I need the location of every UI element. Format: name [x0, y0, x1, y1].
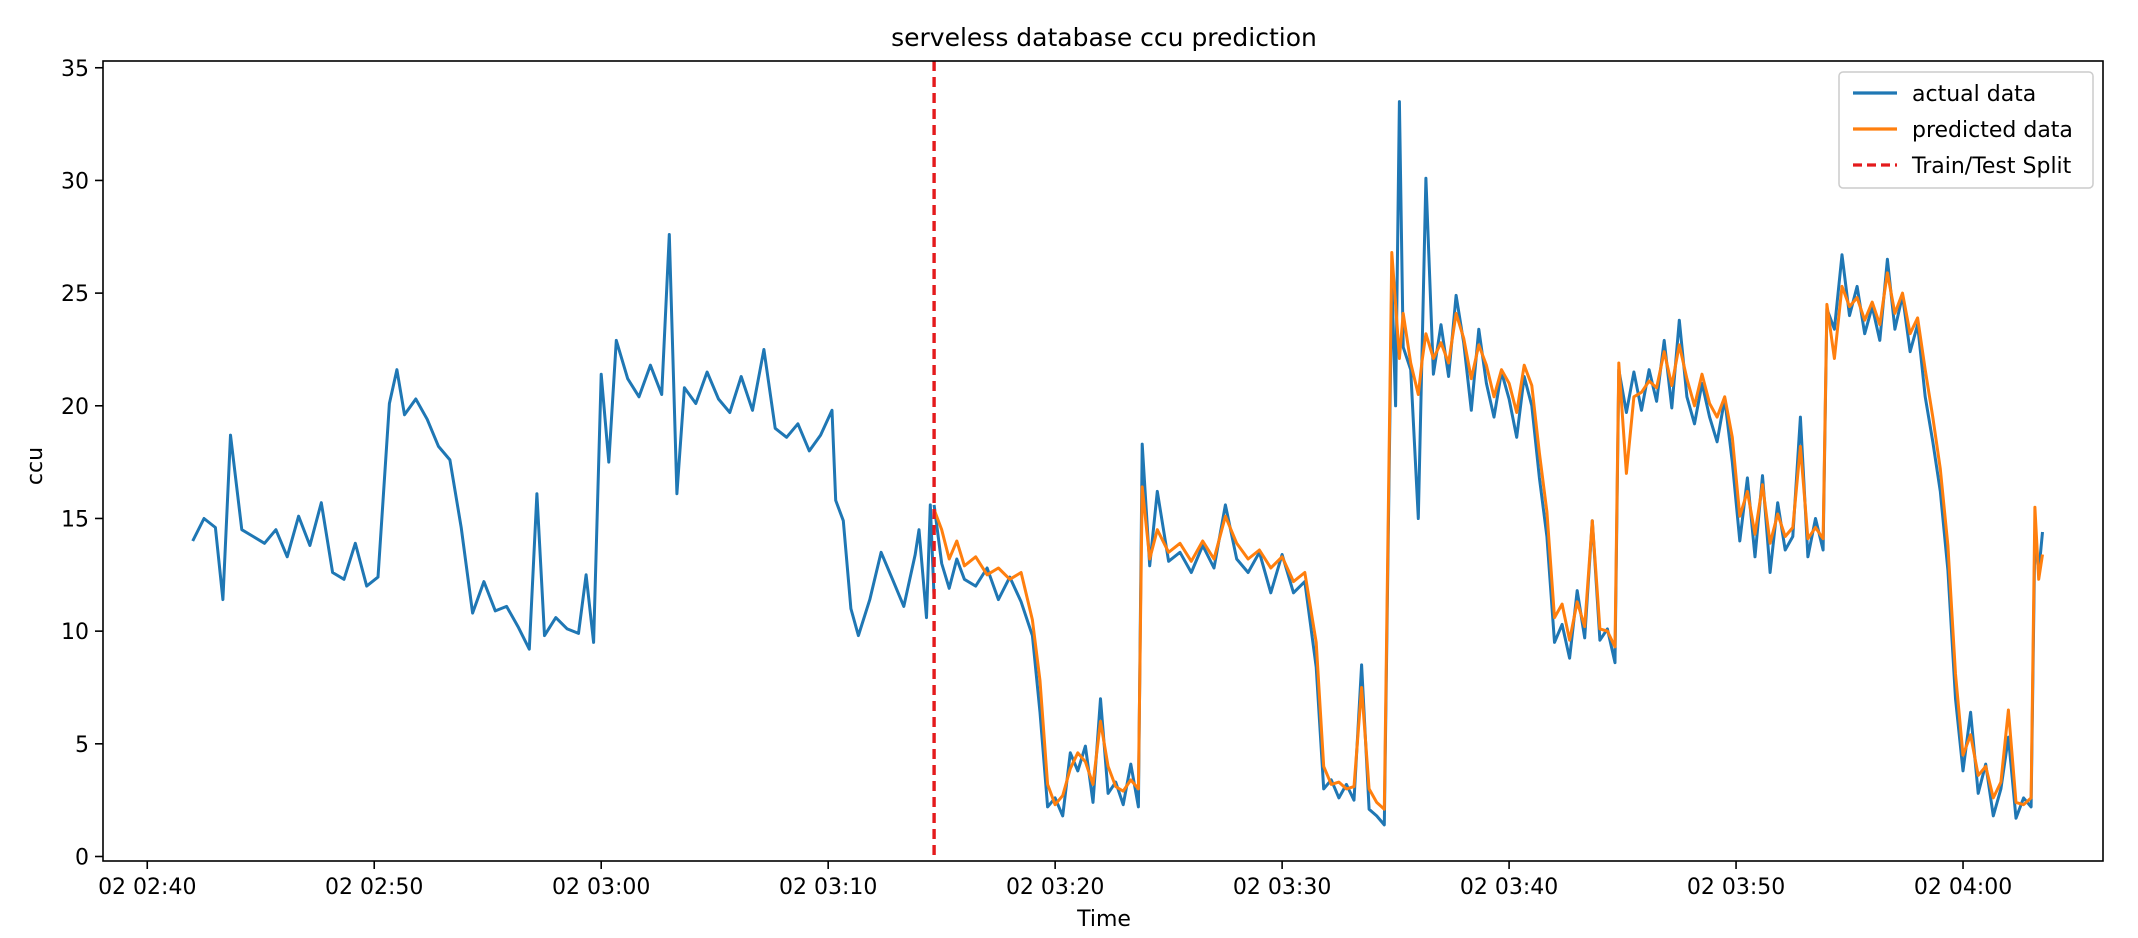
- x-axis-label: Time: [1076, 907, 1131, 932]
- series-layer: [191, 61, 2044, 861]
- x-tick-label: 02 03:50: [1687, 875, 1785, 900]
- series-line-predicted: [932, 251, 2044, 811]
- y-tick-label: 0: [75, 845, 89, 870]
- x-tick-label: 02 03:30: [1233, 875, 1331, 900]
- legend-label-split: Train/Test Split: [1911, 154, 2072, 179]
- y-tick-label: 15: [61, 507, 89, 532]
- x-tick-label: 02 03:40: [1460, 875, 1558, 900]
- x-tick-label: 02 03:10: [779, 875, 877, 900]
- y-tick-label: 30: [61, 169, 89, 194]
- chart-title: serveless database ccu prediction: [891, 23, 1317, 52]
- legend-box: [1838, 71, 2094, 189]
- legend-label-actual: actual data: [1912, 82, 2036, 107]
- y-tick-label: 20: [61, 395, 89, 420]
- series-line-actual-train: [191, 233, 936, 651]
- x-axis: 02 02:40 02 02:50 02 03:00 02 03:10 02 03:20…: [98, 861, 2012, 900]
- legend-label-predicted: predicted data: [1912, 118, 2073, 143]
- plot-area-frame: [102, 60, 2104, 862]
- series-line-actual-test: [932, 100, 2044, 827]
- x-tick-label: 02 04:00: [1914, 875, 2012, 900]
- y-tick-label: 5: [75, 733, 89, 758]
- x-tick-label: 02 03:00: [552, 875, 650, 900]
- y-tick-label: 25: [61, 282, 89, 307]
- x-tick-label: 02 02:40: [98, 875, 196, 900]
- legend: actual data predicted data Train/Test Sp…: [1838, 71, 2094, 189]
- x-tick-label: 02 03:20: [1006, 875, 1104, 900]
- y-axis: 0 5 10 15 20 25 30 35: [61, 57, 103, 870]
- x-tick-label: 02 02:50: [325, 875, 423, 900]
- y-axis-label: ccu: [23, 447, 48, 485]
- y-tick-label: 10: [61, 620, 89, 645]
- y-tick-label: 35: [61, 57, 89, 82]
